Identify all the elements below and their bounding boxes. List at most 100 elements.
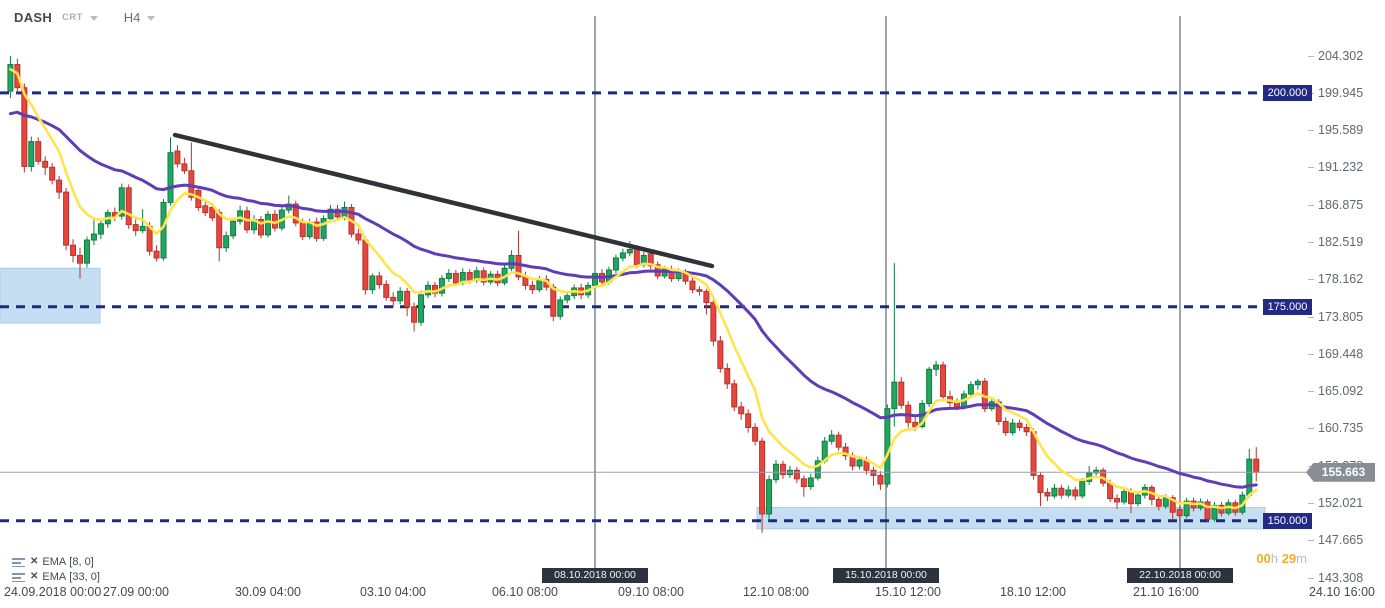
price-level-badge: 150.000 bbox=[1263, 512, 1312, 529]
price-axis-label[interactable]: 178.162 bbox=[1318, 272, 1364, 287]
countdown-hours: 00 bbox=[1256, 551, 1271, 566]
price-axis-label[interactable]: 173.805 bbox=[1318, 309, 1364, 324]
time-axis-label[interactable]: 06.10 08:00 bbox=[491, 585, 559, 599]
remove-indicator-icon[interactable]: ✕ bbox=[30, 571, 39, 582]
time-axis-label[interactable]: 27.09 00:00 bbox=[102, 585, 170, 599]
price-level-badge: 200.000 bbox=[1263, 84, 1312, 101]
price-tick bbox=[1308, 204, 1314, 206]
candle-body bbox=[1037, 474, 1044, 494]
candle-body bbox=[689, 280, 696, 291]
price-axis-label[interactable]: 204.302 bbox=[1318, 48, 1364, 63]
candle-body bbox=[1246, 458, 1253, 496]
chevron-down-icon bbox=[147, 16, 156, 21]
candle-body bbox=[1093, 469, 1100, 474]
price-axis-label[interactable]: 191.232 bbox=[1318, 160, 1364, 175]
countdown-minutes: 29 bbox=[1281, 551, 1297, 566]
candle-body bbox=[529, 284, 536, 291]
candle-body bbox=[397, 290, 404, 302]
candle-body bbox=[21, 87, 28, 167]
candle-body bbox=[1127, 491, 1134, 505]
candle-body bbox=[619, 252, 626, 259]
candle-body bbox=[1176, 509, 1183, 517]
candle-body bbox=[418, 294, 425, 323]
candle-body bbox=[1162, 497, 1169, 507]
chart-header: DASH CRT H4 bbox=[14, 10, 156, 25]
candle-body bbox=[1169, 497, 1176, 513]
price-axis-label[interactable]: 182.519 bbox=[1318, 234, 1364, 249]
candle-body bbox=[550, 286, 557, 317]
candle-body bbox=[292, 203, 299, 224]
time-axis-label[interactable]: 18.10 12:00 bbox=[999, 585, 1067, 599]
price-tick bbox=[1308, 316, 1314, 318]
ema-33-line bbox=[8, 110, 1258, 489]
candle-body bbox=[626, 248, 633, 254]
price-axis-label[interactable]: 169.448 bbox=[1318, 346, 1364, 361]
candle-body bbox=[710, 302, 717, 342]
date-marker-label: 15.10.2018 00:00 bbox=[833, 568, 939, 583]
time-axis-label[interactable]: 03.10 04:00 bbox=[359, 585, 427, 599]
candle-body bbox=[438, 278, 445, 294]
candle-body bbox=[369, 275, 376, 291]
time-axis-label[interactable]: 24.10 16:00 bbox=[1308, 585, 1375, 599]
candle-body bbox=[174, 150, 181, 165]
price-axis-label[interactable]: 165.092 bbox=[1318, 384, 1364, 399]
candle-body bbox=[209, 207, 216, 219]
time-axis-label[interactable]: 30.09 04:00 bbox=[234, 585, 302, 599]
candle-body bbox=[181, 163, 188, 172]
candle-body bbox=[327, 208, 334, 220]
price-axis-label[interactable]: 143.308 bbox=[1318, 570, 1364, 585]
indicator-row-ema8[interactable]: ✕ EMA [8, 0] bbox=[12, 555, 100, 569]
candle-body bbox=[7, 64, 14, 92]
candle-body bbox=[63, 191, 70, 246]
candle-body bbox=[49, 166, 56, 181]
candle-body bbox=[390, 296, 397, 302]
candle-body bbox=[974, 380, 981, 386]
price-axis-label[interactable]: 186.875 bbox=[1318, 197, 1364, 212]
candle-body bbox=[383, 284, 390, 298]
candle-body bbox=[1072, 489, 1079, 497]
symbol-name: DASH bbox=[14, 10, 53, 25]
candle-body bbox=[828, 434, 835, 442]
timeframe-selector[interactable]: H4 bbox=[124, 10, 156, 25]
time-axis-label[interactable]: 15.10 12:00 bbox=[874, 585, 942, 599]
indicator-settings-icon[interactable] bbox=[12, 557, 25, 567]
price-tick bbox=[1308, 241, 1314, 243]
price-axis-label[interactable]: 195.589 bbox=[1318, 123, 1364, 138]
date-marker-label: 08.10.2018 00:00 bbox=[542, 568, 648, 583]
candle-body bbox=[320, 218, 327, 239]
candle-body bbox=[466, 272, 473, 281]
exchange-selector[interactable]: CRT bbox=[62, 12, 98, 23]
candle-body bbox=[216, 212, 223, 249]
candle-body bbox=[793, 469, 800, 480]
price-axis-label[interactable]: 152.021 bbox=[1318, 495, 1364, 510]
candle-body bbox=[557, 299, 564, 317]
remove-indicator-icon[interactable]: ✕ bbox=[30, 556, 39, 567]
price-axis-label[interactable]: 199.945 bbox=[1318, 85, 1364, 100]
time-axis-label[interactable]: 24.09.2018 00:00 bbox=[4, 585, 102, 599]
time-axis-label[interactable]: 09.10 08:00 bbox=[617, 585, 685, 599]
time-axis-label[interactable]: 12.10 08:00 bbox=[742, 585, 810, 599]
candle-body bbox=[835, 434, 842, 448]
indicator-settings-icon[interactable] bbox=[12, 572, 25, 582]
current-price-tag: 155.663 bbox=[1306, 462, 1375, 482]
candle-body bbox=[703, 290, 710, 304]
candle-body bbox=[404, 290, 411, 308]
candle-countdown: 00h 29m bbox=[1256, 551, 1307, 566]
candle-body bbox=[870, 469, 877, 476]
indicator-row-ema33[interactable]: ✕ EMA [33, 0] bbox=[12, 570, 100, 584]
candle-body bbox=[1253, 458, 1260, 473]
candle-body bbox=[355, 233, 362, 241]
price-axis-label[interactable]: 160.735 bbox=[1318, 421, 1364, 436]
candle-body bbox=[1183, 500, 1190, 517]
candle-body bbox=[132, 224, 139, 232]
price-tick bbox=[1308, 130, 1314, 132]
candle-body bbox=[738, 406, 745, 415]
price-axis-label[interactable]: 147.665 bbox=[1318, 533, 1364, 548]
candle-body bbox=[1030, 431, 1037, 476]
candle-body bbox=[612, 257, 619, 271]
support-zone bbox=[0, 267, 101, 324]
candle-body bbox=[647, 253, 654, 267]
time-axis-label[interactable]: 21.10 16:00 bbox=[1132, 585, 1200, 599]
